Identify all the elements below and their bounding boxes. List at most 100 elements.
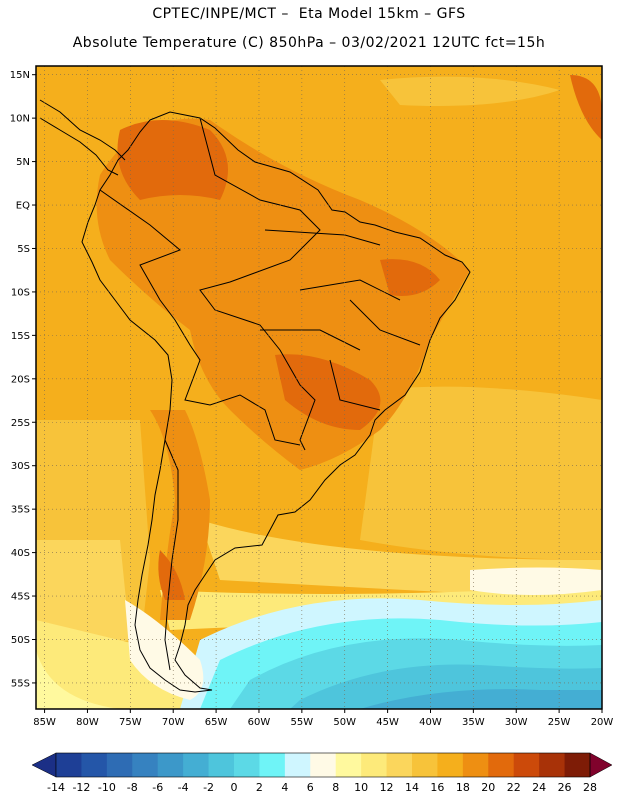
lon-tick-label: 25W [548, 717, 571, 728]
colorbar-swatch [310, 753, 337, 777]
andean-borders [99, 189, 301, 446]
lat-tick-label: 25S [11, 418, 30, 429]
colorbar: -14 -12 -10 -8 -6 -4 -2 0 2 4 6 8 10 12 14 16 18 20 22 24 26… [31, 752, 613, 794]
chile-argentina-border [164, 439, 179, 671]
lon-tick-label: 85W [33, 717, 56, 728]
lat-tick-label: 55S [11, 678, 30, 689]
colorbar-label: 12 [380, 781, 394, 794]
latitude-axis: 15N 10N 5N EQ 5S 10S 15S 20S 25S 30S 35S 40S 45S 50S 5… [10, 70, 36, 689]
colorbar-under-arrow [31, 752, 57, 778]
lat-tick-label: 15N [10, 70, 30, 81]
colorbar-swatch [539, 753, 566, 777]
colorbar-swatch [335, 753, 362, 777]
colorbar-swatch [488, 753, 515, 777]
lon-tick-label: 60W [248, 717, 271, 728]
field-18-20-continent [96, 118, 471, 470]
field-20-22-patagonia [158, 550, 185, 600]
colorbar-label: 6 [307, 781, 314, 794]
colorbar-swatch [208, 753, 235, 777]
colorbar-label: 22 [507, 781, 521, 794]
lon-tick-label: 30W [505, 717, 528, 728]
colorbar-label: 0 [231, 781, 238, 794]
lat-tick-label: EQ [16, 201, 30, 212]
central-america-coastline [39, 99, 126, 176]
colorbar-label: 10 [354, 781, 368, 794]
colorbar-label: 4 [281, 781, 288, 794]
lat-tick-label: 30S [11, 461, 30, 472]
temperature-field [36, 66, 602, 709]
lat-tick-label: 10S [11, 287, 30, 298]
colorbar-over-arrow [589, 752, 613, 778]
lon-tick-label: 20W [591, 717, 614, 728]
lat-tick-label: 15S [11, 331, 30, 342]
field-20-22-northeast [380, 259, 440, 296]
colorbar-label: 26 [558, 781, 572, 794]
colorbar-swatch [259, 753, 286, 777]
brazil-border [199, 117, 321, 451]
colorbar-swatch [412, 753, 438, 777]
lon-tick-label: 45W [376, 717, 399, 728]
lat-tick-label: 35S [11, 505, 30, 516]
colorbar-swatch [234, 753, 260, 777]
colorbar-swatch [106, 753, 133, 777]
lat-tick-label: 20S [11, 374, 30, 385]
colorbar-label: 24 [532, 781, 546, 794]
colorbar-label: 8 [332, 781, 339, 794]
field-8-10-southwest [36, 650, 120, 709]
field-20-22-southeast-brazil [275, 354, 381, 430]
map-frame [35, 65, 603, 710]
field-14-16-north [380, 76, 560, 106]
field-20-22-northeast-corner [570, 75, 602, 140]
field-m4-m2-south [360, 689, 602, 709]
field-6-8-patch [470, 567, 602, 595]
colorbar-frame [55, 752, 591, 778]
colorbar-label: -10 [98, 781, 116, 794]
lon-tick-label: 55W [291, 717, 314, 728]
lat-tick-label: 10N [10, 114, 30, 125]
colorbar-label: 16 [430, 781, 444, 794]
colorbar-swatch [81, 753, 108, 777]
colorbar-label: 28 [583, 781, 597, 794]
colorbar-label: 20 [481, 781, 495, 794]
colorbar-swatch [284, 753, 311, 777]
south-america-coastline [81, 111, 471, 693]
colorbar-label: -2 [203, 781, 214, 794]
lon-tick-label: 65W [205, 717, 228, 728]
colorbar-swatch [462, 753, 489, 777]
colorbar-swatch [386, 753, 413, 777]
lat-tick-label: 50S [11, 635, 30, 646]
lon-tick-label: 35W [462, 717, 485, 728]
colorbar-label: -14 [47, 781, 65, 794]
colorbar-label: 18 [456, 781, 470, 794]
field-18-20-andes [150, 410, 210, 620]
lon-tick-label: 70W [162, 717, 185, 728]
colorbar-swatch [157, 753, 184, 777]
field-6-8-patagonia [125, 600, 204, 700]
map-title-line-2: Absolute Temperature (C) 850hPa – 03/02/… [72, 35, 546, 51]
lat-tick-label: 5S [17, 244, 30, 255]
colorbar-label: 2 [256, 781, 263, 794]
colorbar-swatch [564, 753, 591, 777]
field-14-16-east [360, 386, 602, 560]
longitude-axis: 85W 80W 75W 70W 65W 60W 55W 50W 45W 40W 35W 30W 25W 2… [33, 709, 613, 728]
colorbar-swatch [437, 753, 464, 777]
coastline-borders [39, 99, 471, 693]
lat-tick-label: 45S [11, 592, 30, 603]
lat-tick-label: 40S [11, 548, 30, 559]
colorbar-label: -12 [72, 781, 90, 794]
lon-tick-label: 75W [119, 717, 142, 728]
lon-tick-label: 40W [419, 717, 442, 728]
colorbar-label: -6 [152, 781, 163, 794]
colorbar-swatch [361, 753, 388, 777]
colorbar-swatch [183, 753, 210, 777]
map-title-line-1: CPTEC/INPE/MCT – Eta Model 15km – GFS [152, 6, 466, 22]
colorbar-swatch [513, 753, 540, 777]
colorbar-label: -8 [127, 781, 138, 794]
colorbar-label: -4 [178, 781, 189, 794]
lon-tick-label: 50W [333, 717, 356, 728]
lat-tick-label: 5N [16, 157, 30, 168]
colorbar-swatch [132, 753, 159, 777]
lon-tick-label: 80W [76, 717, 99, 728]
field-20-22-north [117, 120, 228, 200]
